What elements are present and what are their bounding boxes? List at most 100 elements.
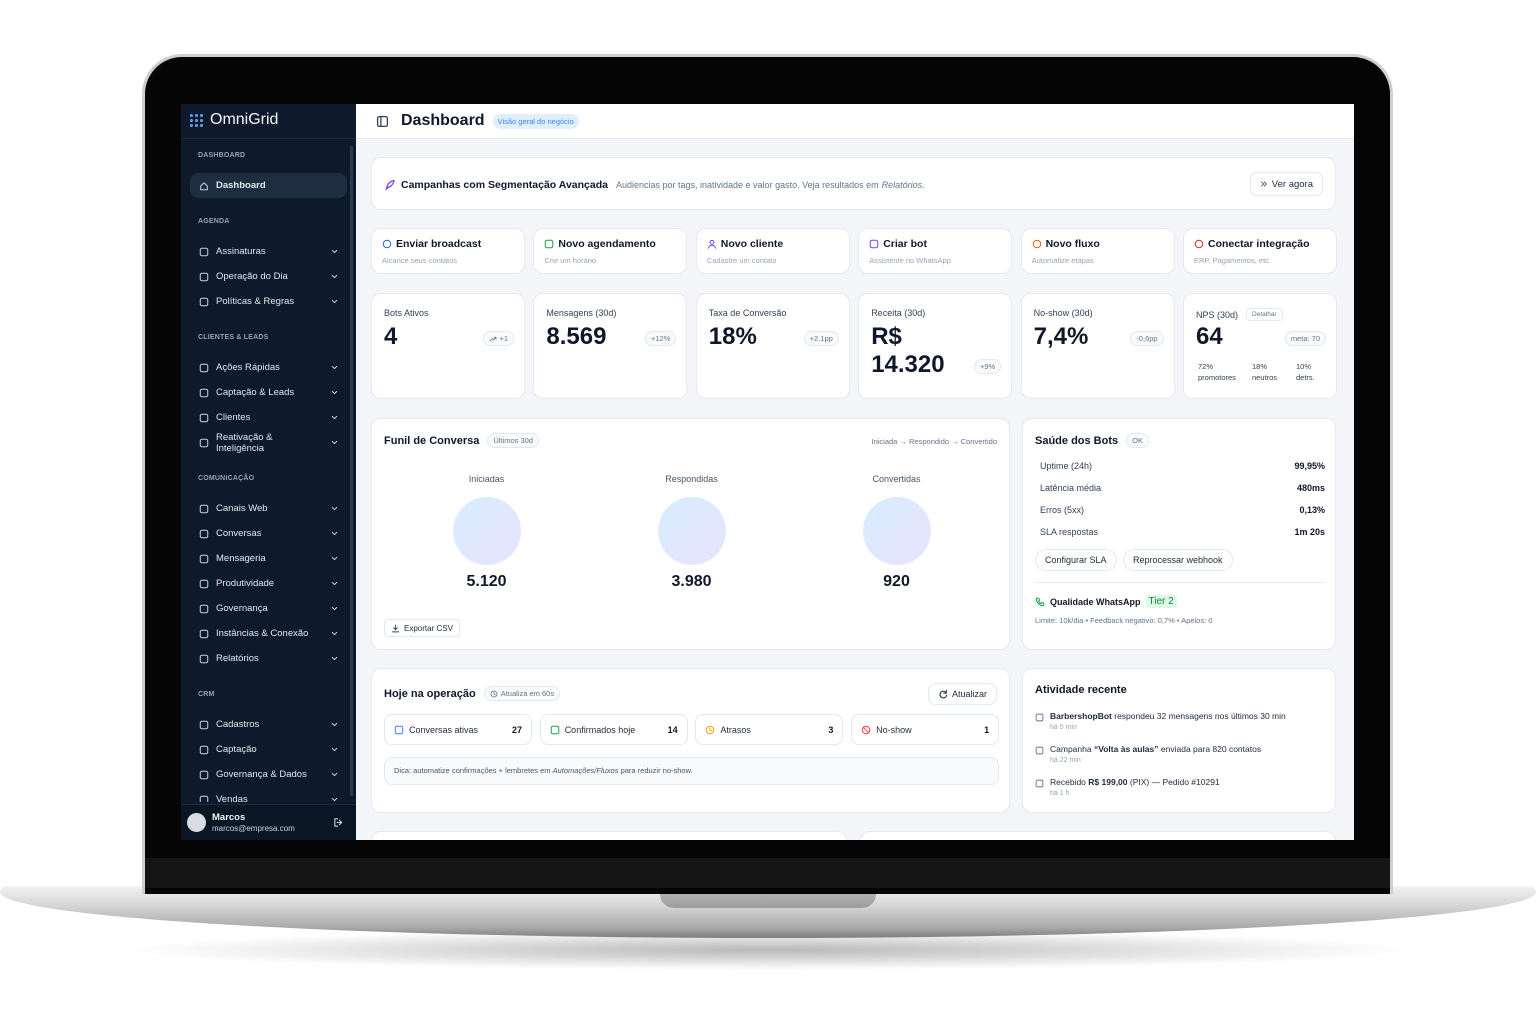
action-card[interactable]: Novo fluxo Automatize etapas — [1020, 228, 1175, 274]
kpi-head: NPS (30d) Detalhar — [1196, 308, 1283, 321]
action-title: Criar bot — [883, 238, 927, 250]
user-footer: Marcos marcos@empresa.com — [181, 804, 356, 840]
kpi-head: Receita (30d) — [871, 308, 925, 318]
nav-item[interactable]: Canais Web — [190, 496, 347, 521]
export-button[interactable]: Exportar CSV — [384, 619, 460, 637]
icon — [334, 818, 343, 827]
kpi-head: Bots Ativos — [384, 308, 429, 318]
health-label: Latência média — [1040, 483, 1102, 493]
action-card[interactable]: Criar bot Assistente no WhatsApp — [858, 228, 1013, 274]
nav-item[interactable]: Clientes — [190, 405, 347, 430]
nav-section-title: CLIENTES & LEADS — [198, 334, 269, 341]
icon — [331, 390, 338, 395]
action-head: Novo fluxo — [1032, 238, 1100, 250]
nav-item[interactable]: Governança & Dados — [190, 762, 347, 787]
icon — [376, 115, 389, 127]
action-subtitle: ERP, Pagamentos, etc. — [1194, 256, 1271, 265]
health-card: Saúde dos Bots OK Uptime (24h) 99,95% Latênc… — [1022, 418, 1336, 650]
stage-circle — [862, 497, 931, 565]
activity-item: Campanha “Volta às aulas” enviada para 8… — [1035, 744, 1330, 766]
nav-item[interactable]: Dashboard — [190, 173, 347, 198]
activity-bold: R$ 199,00 — [1088, 777, 1128, 787]
icon — [331, 797, 338, 802]
kpi-delta: +1 — [483, 331, 514, 346]
action-subtitle: Alcance seus contatos — [382, 256, 458, 265]
quality-tier: Tier 2 — [1145, 595, 1177, 608]
nav-section-title: AGENDA — [198, 218, 230, 225]
logout-button[interactable] — [333, 817, 344, 828]
health-button[interactable]: Configurar SLA — [1035, 549, 1117, 571]
nav-item[interactable]: Governança — [190, 596, 347, 621]
kpi-delta-text: +9% — [979, 362, 996, 371]
kpi-value: 8.569 — [546, 323, 607, 350]
nav-item[interactable]: Instâncias & Conexão — [190, 621, 347, 646]
banner-button[interactable]: Ver agora — [1249, 172, 1323, 196]
user-email: marcos@empresa.com — [212, 823, 295, 833]
sidebar: OmniGrid DASHBOARD Dashboard AGENDA Assinatu… — [181, 104, 356, 840]
nav-item[interactable]: Vendas — [190, 787, 347, 802]
nav-section: AGENDA Assinaturas Operação do Dia Política… — [181, 216, 349, 314]
today-card: Hoje na operação Atualiza em 60s Atualizar… — [371, 668, 1010, 813]
icon — [394, 725, 404, 734]
icon — [331, 606, 338, 611]
action-card[interactable]: Enviar broadcast Alcance seus contatos — [371, 228, 525, 274]
nav-item[interactable]: Conversas — [190, 521, 347, 546]
nav-label: Cadastros — [216, 719, 260, 730]
funnel-head: Funil de Conversa Últimos 30d — [384, 433, 539, 448]
icon — [545, 239, 554, 249]
nav-item[interactable]: Captação & Leads — [190, 380, 347, 405]
sidebar-toggle[interactable] — [376, 115, 389, 128]
icon — [392, 624, 399, 632]
icon — [199, 247, 209, 256]
kpi-card: Bots Ativos 4 +1 — [371, 293, 525, 399]
activity-time: há 1 h — [1050, 790, 1070, 797]
health-button[interactable]: Reprocessar webhook — [1123, 549, 1233, 571]
icon — [331, 249, 338, 254]
icon — [199, 388, 209, 397]
action-card[interactable]: Conectar integração ERP, Pagamentos, etc. — [1183, 228, 1337, 274]
nav-item[interactable]: Relatórios — [190, 646, 347, 671]
icon — [331, 581, 338, 586]
nav-item[interactable]: Mensageria — [190, 546, 347, 571]
kpi-card: No-show (30d) 7,4% -0,6pp — [1020, 293, 1175, 399]
health-row: Latência média 480ms — [1040, 481, 1325, 495]
icon — [490, 690, 498, 697]
icon — [331, 415, 338, 420]
stat-label: Confirmados hoje — [564, 724, 636, 735]
health-button-label: Reprocessar webhook — [1133, 555, 1223, 565]
nav-item[interactable]: Reativação & Inteligência — [190, 430, 347, 455]
nav-item[interactable]: Captação — [190, 737, 347, 762]
icon — [331, 531, 338, 536]
nav-label: Captação — [216, 744, 257, 755]
kpi-detail-button[interactable]: Detalhar — [1246, 308, 1283, 321]
kpi-body: 18% +2.1pp — [709, 323, 839, 351]
kpi-label: Bots Ativos — [384, 308, 429, 318]
nav-label: Operação do Dia — [216, 271, 288, 282]
icon — [331, 722, 338, 727]
nav-item[interactable]: Cadastros — [190, 712, 347, 737]
icon — [490, 336, 497, 341]
nav-item[interactable]: Assinaturas — [190, 239, 347, 264]
icon — [550, 725, 559, 734]
nav-item[interactable]: Produtividade — [190, 571, 347, 596]
nav-item[interactable]: Operação do Dia — [190, 264, 347, 289]
refresh-button[interactable]: Atualizar — [927, 683, 997, 705]
health-value: 99,95% — [1294, 461, 1325, 471]
funnel-stage: Convertidas 920 — [794, 474, 999, 591]
activity-pre: Recebido — [1050, 777, 1089, 787]
nav-section-title: DASHBOARD — [198, 152, 246, 159]
activity-item: Recebido R$ 199,00 (PIX) — Pedido #10291… — [1035, 777, 1330, 799]
action-card[interactable]: Novo agendamento Crie um horário — [533, 228, 688, 274]
logo-dot — [200, 118, 203, 122]
nav-label: Assinaturas — [216, 246, 266, 257]
icon — [199, 579, 209, 588]
nav-item[interactable]: Ações Rápidas — [190, 355, 347, 380]
nps-group: promotores — [1198, 373, 1236, 382]
icon — [939, 690, 948, 699]
action-head: Criar bot — [869, 238, 927, 250]
action-card[interactable]: Novo cliente Cadastre um contato — [695, 228, 850, 274]
stage-label: Respondidas — [665, 474, 718, 484]
kpi-label: Receita (30d) — [871, 308, 926, 318]
nav-item[interactable]: Políticas & Regras — [190, 289, 347, 314]
stat-label: Conversas ativas — [409, 724, 479, 735]
